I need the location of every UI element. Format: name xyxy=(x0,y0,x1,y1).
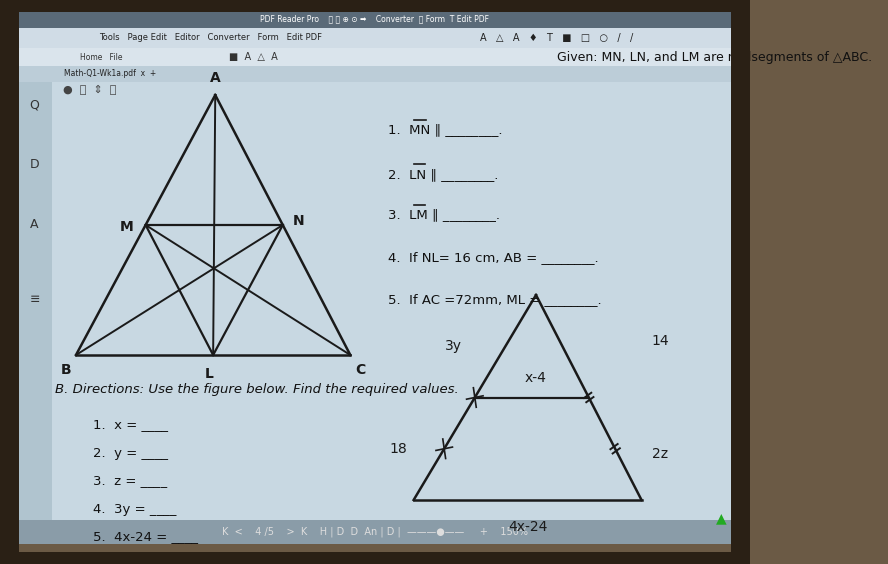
FancyBboxPatch shape xyxy=(17,520,734,544)
Text: x-4: x-4 xyxy=(525,372,547,386)
Text: M: M xyxy=(120,220,134,234)
Text: 5.  4x-24 = ____: 5. 4x-24 = ____ xyxy=(93,531,198,544)
Text: 4x-24: 4x-24 xyxy=(508,520,547,534)
FancyBboxPatch shape xyxy=(731,0,749,564)
Text: A   △   A   ♦   T   ■   □   ○   /   /: A △ A ♦ T ■ □ ○ / / xyxy=(480,33,634,43)
FancyBboxPatch shape xyxy=(0,552,749,564)
Text: Tools   Page Edit   Editor   Converter   Form   Edit PDF: Tools Page Edit Editor Converter Form Ed… xyxy=(99,33,322,42)
Text: ▲: ▲ xyxy=(717,511,727,525)
Text: 3.  LM ∥ ________.: 3. LM ∥ ________. xyxy=(388,209,500,222)
FancyBboxPatch shape xyxy=(17,82,52,522)
Text: PDF Reader Pro    ⭯ ⭯ ⊕ ⊙ ➡    Converter  ⬜ Form  T Edit PDF: PDF Reader Pro ⭯ ⭯ ⊕ ⊙ ➡ Converter ⬜ For… xyxy=(260,15,489,24)
Text: N: N xyxy=(293,214,305,228)
FancyBboxPatch shape xyxy=(17,10,734,540)
FancyBboxPatch shape xyxy=(17,48,734,66)
Text: K  <    4 /5    >  K    H | D  D  An | D |  ———●——     +    150%: K < 4 /5 > K H | D D An | D | ———●—— + 1… xyxy=(222,527,527,537)
Text: C: C xyxy=(355,363,366,377)
Text: 2z: 2z xyxy=(652,447,668,461)
FancyBboxPatch shape xyxy=(17,66,734,82)
Text: Home   File: Home File xyxy=(80,52,123,61)
Text: ≡: ≡ xyxy=(29,293,40,306)
Text: L: L xyxy=(204,367,213,381)
Text: Math-Q1-Wk1a.pdf  x  +: Math-Q1-Wk1a.pdf x + xyxy=(64,69,156,78)
Text: Given: MN, LN, and LM are midsegments of △ABC.: Given: MN, LN, and LM are midsegments of… xyxy=(557,51,872,64)
Text: A: A xyxy=(210,71,220,85)
FancyBboxPatch shape xyxy=(0,0,749,12)
Text: 3.  z = ____: 3. z = ____ xyxy=(93,474,167,487)
Text: ■  A  △  A: ■ A △ A xyxy=(229,52,278,62)
FancyBboxPatch shape xyxy=(17,10,734,28)
Text: ●  ⧉  ⇕  ⧉: ● ⧉ ⇕ ⧉ xyxy=(63,85,116,95)
Text: B: B xyxy=(60,363,71,377)
FancyBboxPatch shape xyxy=(17,28,734,48)
Text: 4.  If NL= 16 cm, AB = ________.: 4. If NL= 16 cm, AB = ________. xyxy=(388,252,599,265)
Text: Q: Q xyxy=(29,99,40,112)
Text: 3y: 3y xyxy=(445,340,462,353)
Text: 5.  If AC =72mm, ML = ________.: 5. If AC =72mm, ML = ________. xyxy=(388,293,602,306)
Text: 18: 18 xyxy=(389,442,407,456)
Text: B. Directions: Use the figure below. Find the required values.: B. Directions: Use the figure below. Fin… xyxy=(55,384,458,396)
Text: 1.  x = ____: 1. x = ____ xyxy=(93,418,168,431)
Text: D: D xyxy=(30,158,39,171)
Text: 1.  MN ∥ ________.: 1. MN ∥ ________. xyxy=(388,124,503,136)
Text: 14: 14 xyxy=(652,334,670,348)
Text: A: A xyxy=(30,218,39,231)
Text: 2.  LN ∥ ________.: 2. LN ∥ ________. xyxy=(388,169,499,182)
Text: 4.  3y = ____: 4. 3y = ____ xyxy=(93,503,176,515)
Text: 2.  y = ____: 2. y = ____ xyxy=(93,447,168,460)
FancyBboxPatch shape xyxy=(0,0,19,564)
